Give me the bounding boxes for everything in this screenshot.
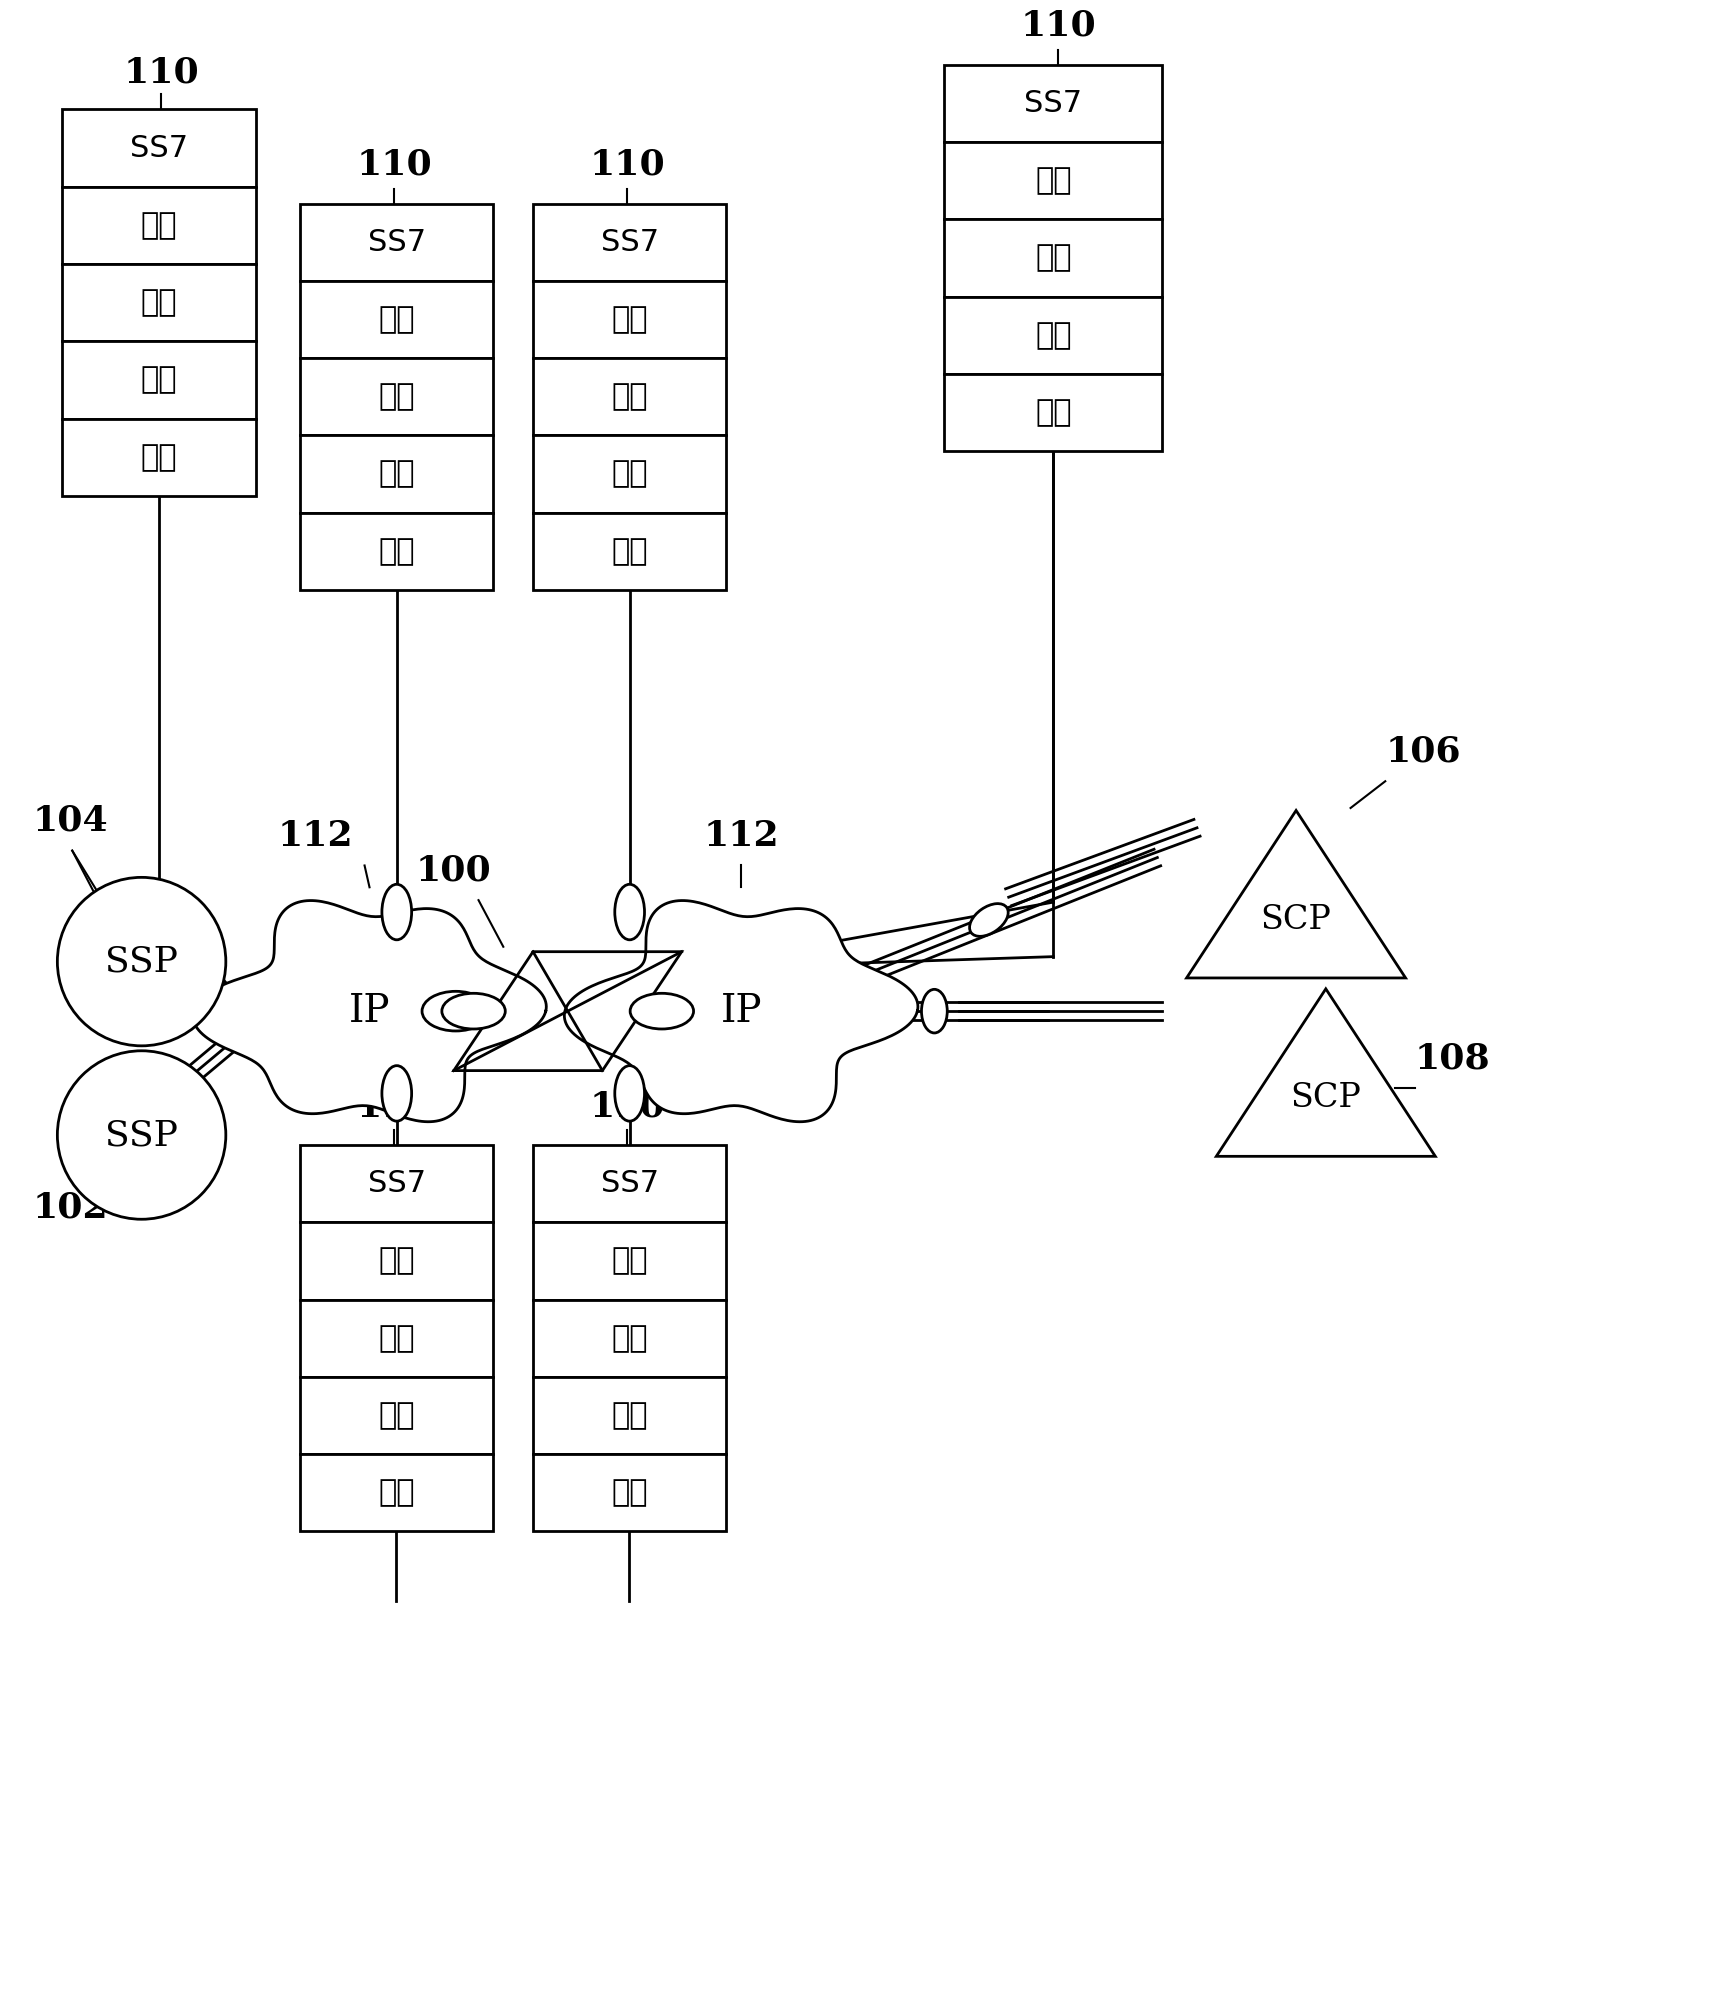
Text: 110: 110 (588, 148, 664, 181)
Text: SCP: SCP (1289, 1083, 1360, 1115)
Text: 网络: 网络 (379, 459, 415, 489)
Text: 物理: 物理 (379, 1478, 415, 1507)
Bar (945, 219, 1161, 297)
Bar (299, 1454, 493, 1531)
Bar (299, 203, 493, 281)
Polygon shape (192, 901, 547, 1123)
Text: 100: 100 (415, 853, 491, 887)
Text: 物理: 物理 (140, 443, 176, 473)
Text: SCP: SCP (1259, 903, 1330, 935)
Text: 物理: 物理 (611, 536, 647, 566)
Text: 适配: 适配 (611, 1246, 647, 1276)
Bar (62, 419, 256, 497)
Text: 适配: 适配 (1035, 166, 1071, 195)
Text: 网络: 网络 (379, 1402, 415, 1430)
Text: IP: IP (720, 993, 761, 1029)
Polygon shape (1185, 810, 1405, 977)
Bar (299, 1300, 493, 1376)
Bar (533, 1376, 727, 1454)
Text: 物理: 物理 (379, 536, 415, 566)
Text: 110: 110 (123, 56, 199, 90)
Text: 传输: 传输 (1035, 243, 1071, 273)
Circle shape (57, 1051, 225, 1218)
Bar (299, 1376, 493, 1454)
Text: 108: 108 (1413, 1041, 1490, 1075)
Text: 110: 110 (356, 148, 432, 181)
Text: 适配: 适配 (379, 1246, 415, 1276)
Bar (533, 512, 727, 590)
Bar (533, 281, 727, 359)
Text: 网络: 网络 (1035, 321, 1071, 349)
Bar (945, 64, 1161, 142)
Polygon shape (1216, 989, 1434, 1157)
Text: SS7: SS7 (1024, 90, 1081, 118)
Text: IP: IP (348, 993, 389, 1029)
Bar (533, 1145, 727, 1222)
Text: 适配: 适配 (379, 305, 415, 333)
Circle shape (57, 877, 225, 1045)
Text: 110: 110 (356, 1089, 432, 1123)
Text: 102: 102 (33, 1190, 109, 1224)
Ellipse shape (920, 989, 946, 1033)
Text: 104: 104 (33, 804, 109, 837)
Text: SS7: SS7 (367, 1168, 426, 1198)
Bar (533, 203, 727, 281)
Bar (62, 341, 256, 419)
Text: 传输: 传输 (611, 1324, 647, 1352)
Bar (299, 359, 493, 435)
Text: 传输: 传输 (379, 1324, 415, 1352)
Bar (299, 1145, 493, 1222)
Text: 传输: 传输 (140, 287, 176, 317)
Ellipse shape (382, 1065, 412, 1121)
Polygon shape (564, 901, 917, 1123)
Text: 网络: 网络 (140, 365, 176, 395)
Bar (299, 435, 493, 512)
Ellipse shape (969, 903, 1007, 937)
Text: 物理: 物理 (1035, 399, 1071, 427)
Bar (533, 1300, 727, 1376)
Text: SSP: SSP (106, 945, 178, 979)
Text: 110: 110 (1019, 8, 1095, 44)
Bar (533, 435, 727, 512)
Ellipse shape (382, 883, 412, 939)
Bar (299, 1222, 493, 1300)
Text: 适配: 适配 (611, 305, 647, 333)
Ellipse shape (441, 993, 505, 1029)
Text: 物理: 物理 (611, 1478, 647, 1507)
Ellipse shape (614, 1065, 644, 1121)
Text: SS7: SS7 (600, 1168, 659, 1198)
Bar (299, 512, 493, 590)
Text: 传输: 传输 (611, 383, 647, 411)
Text: 106: 106 (1384, 734, 1460, 768)
Bar (945, 375, 1161, 451)
Text: SSP: SSP (106, 1119, 178, 1153)
Text: SS7: SS7 (600, 227, 659, 257)
Ellipse shape (614, 883, 644, 939)
Bar (533, 1222, 727, 1300)
Text: 112: 112 (702, 820, 778, 853)
Bar (945, 297, 1161, 375)
Text: 传输: 传输 (379, 383, 415, 411)
Ellipse shape (630, 993, 694, 1029)
Bar (62, 110, 256, 187)
Bar (62, 187, 256, 263)
Bar (299, 281, 493, 359)
Text: SS7: SS7 (130, 134, 189, 162)
Text: 112: 112 (277, 820, 353, 853)
Text: 网络: 网络 (611, 459, 647, 489)
Bar (945, 142, 1161, 219)
Text: 110: 110 (588, 1089, 664, 1123)
Text: 网络: 网络 (611, 1402, 647, 1430)
Bar (533, 359, 727, 435)
Text: 适配: 适配 (140, 211, 176, 239)
Ellipse shape (422, 991, 490, 1031)
Bar (62, 263, 256, 341)
Text: SS7: SS7 (367, 227, 426, 257)
Polygon shape (453, 951, 682, 1071)
Bar (533, 1454, 727, 1531)
